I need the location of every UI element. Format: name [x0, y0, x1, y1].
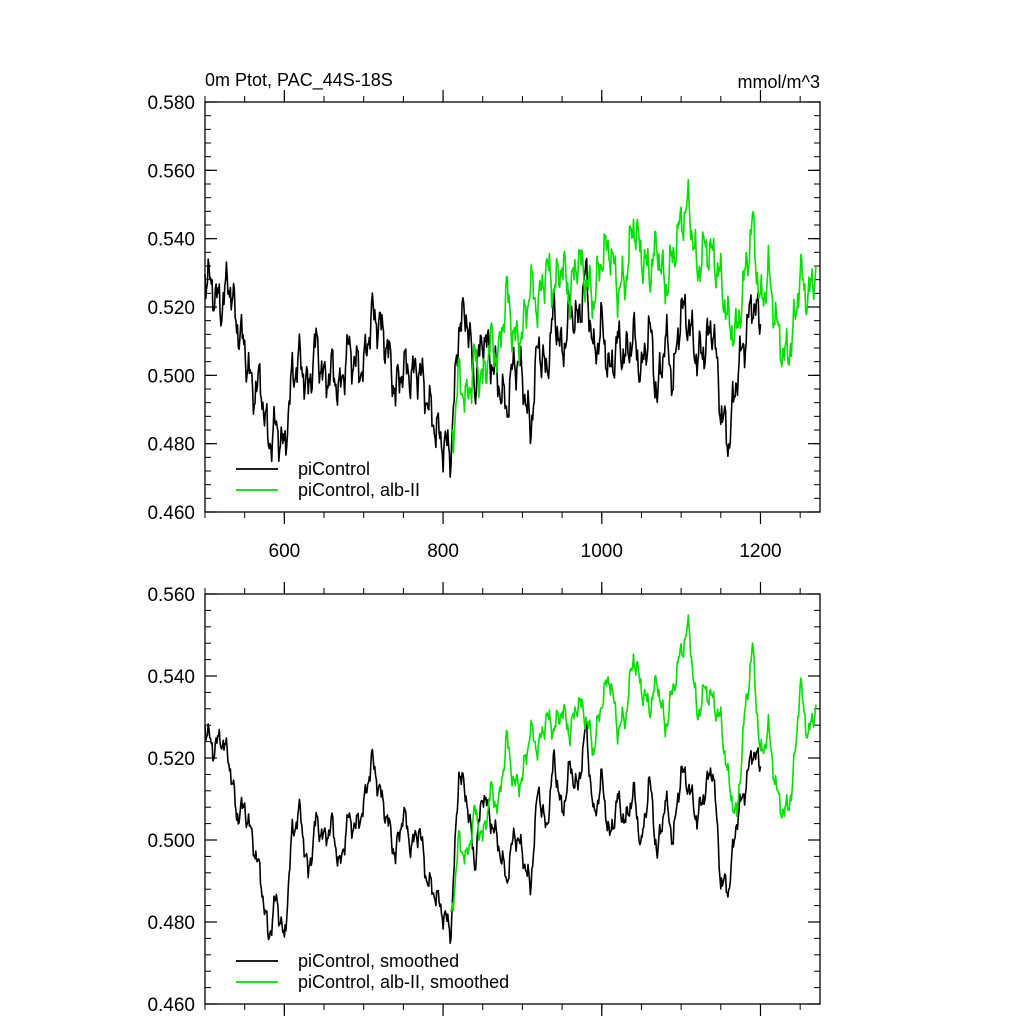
series-line-picontrol-alb-ii-smoothed	[450, 614, 817, 912]
bottom-plot-frame	[204, 593, 821, 1005]
series-line-picontrol	[204, 257, 762, 478]
y-tick-label: 0.480	[147, 435, 195, 456]
legend-label-picontrol: piControl	[298, 459, 370, 479]
top-panel: 0m Ptot, PAC_44S-18S mmol/m^3 0.460 0.480…	[147, 70, 821, 562]
series-line-picontrol-smoothed	[204, 718, 762, 945]
legend-label-picontrol-smoothed: piControl, smoothed	[298, 951, 459, 971]
bottom-panel-series	[204, 614, 817, 945]
y-tick-label: 0.500	[147, 366, 195, 387]
y-tick-label: 0.560	[147, 585, 195, 606]
x-tick-label: 1000	[581, 541, 623, 562]
top-panel-ticks: 0.460 0.480 0.500 0.520 0.540 0.560 0.580 600 80…	[147, 90, 820, 562]
top-panel-title-left: 0m Ptot, PAC_44S-18S	[205, 70, 393, 91]
bottom-panel: 0.460 0.480 0.500 0.520 0.540 0.560 piControl…	[147, 582, 821, 1016]
x-tick-label: 800	[427, 541, 459, 562]
y-tick-label: 0.500	[147, 831, 195, 852]
y-tick-label: 0.480	[147, 913, 195, 934]
top-panel-legend: piControl piControl, alb-II	[236, 459, 420, 500]
y-tick-label: 0.460	[147, 995, 195, 1016]
y-tick-label: 0.540	[147, 230, 195, 251]
y-tick-label: 0.580	[147, 93, 195, 114]
y-tick-label: 0.460	[147, 503, 195, 524]
x-tick-label: 1200	[739, 541, 781, 562]
series-line-picontrol-alb-ii	[450, 178, 817, 454]
legend-label-alb-ii-smoothed: piControl, alb-II, smoothed	[298, 972, 509, 992]
legend-label-alb-ii: piControl, alb-II	[298, 480, 420, 500]
bottom-panel-legend: piControl, smoothed piControl, alb-II, s…	[236, 951, 509, 992]
x-tick-label: 600	[269, 541, 301, 562]
y-tick-label: 0.520	[147, 749, 195, 770]
y-tick-label: 0.540	[147, 667, 195, 688]
top-panel-series	[204, 178, 817, 478]
y-tick-label: 0.560	[147, 161, 195, 182]
y-tick-label: 0.520	[147, 298, 195, 319]
top-panel-title-right: mmol/m^3	[738, 72, 820, 92]
